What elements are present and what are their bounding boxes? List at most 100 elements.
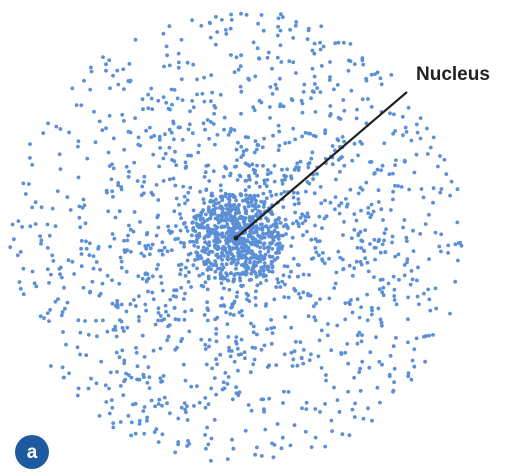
electron-dot (271, 270, 275, 274)
electron-dot (411, 359, 415, 363)
electron-dot (184, 379, 188, 383)
electron-dot (357, 370, 361, 374)
electron-dot (252, 41, 256, 45)
electron-dot (310, 151, 314, 155)
electron-dot (119, 384, 123, 388)
electron-dot (255, 212, 259, 216)
electron-dot (34, 222, 38, 226)
electron-dot (48, 308, 52, 312)
electron-dot (306, 166, 310, 170)
electron-dot (101, 282, 105, 286)
electron-dot (340, 201, 344, 205)
electron-dot (263, 344, 267, 348)
electron-dot (236, 369, 240, 373)
electron-dot (184, 266, 188, 270)
electron-dot (143, 355, 147, 359)
electron-dot (326, 334, 330, 338)
electron-dot (283, 352, 287, 356)
electron-dot (156, 198, 160, 202)
electron-dot (132, 230, 136, 234)
electron-dot (157, 165, 161, 169)
electron-dot (224, 28, 228, 32)
electron-dot (392, 112, 396, 116)
electron-dot (250, 268, 254, 272)
electron-dot (247, 403, 251, 407)
electron-dot (47, 319, 51, 323)
electron-dot (98, 268, 102, 272)
electron-dot (235, 335, 239, 339)
electron-dot (313, 191, 317, 195)
electron-dot (263, 428, 267, 432)
electron-dot (293, 138, 297, 142)
electron-dot (392, 380, 396, 384)
electron-dot (360, 360, 364, 364)
electron-dot (191, 226, 195, 230)
electron-dot (197, 274, 201, 278)
electron-dot (104, 69, 108, 73)
electron-dot (282, 390, 286, 394)
electron-dot (299, 296, 303, 300)
electron-dot (214, 43, 218, 47)
electron-dot (347, 69, 351, 73)
electron-dot (120, 349, 124, 353)
electron-dot (269, 318, 273, 322)
electron-dot (212, 204, 216, 208)
electron-dot (352, 376, 356, 380)
electron-dot (401, 115, 405, 119)
electron-dot (280, 168, 284, 172)
electron-dot (373, 171, 377, 175)
electron-dot (122, 359, 126, 363)
electron-dot (401, 226, 405, 230)
electron-dot (138, 419, 142, 423)
electron-dot (220, 252, 224, 256)
electron-dot (356, 154, 360, 158)
electron-dot (257, 56, 261, 60)
electron-dot (132, 298, 136, 302)
electron-dot (189, 252, 193, 256)
electron-dot (247, 205, 251, 209)
electron-dot (145, 231, 149, 235)
electron-dot (154, 427, 158, 431)
electron-dot (391, 172, 395, 176)
electron-dot (276, 25, 280, 29)
electron-dot (311, 256, 315, 260)
electron-dot (175, 197, 179, 201)
electron-dot (329, 348, 333, 352)
electron-dot (300, 99, 304, 103)
electron-dot (361, 63, 365, 67)
electron-dot (213, 143, 217, 147)
electron-dot (161, 432, 165, 436)
electron-dot (360, 142, 364, 146)
electron-dot (108, 114, 112, 118)
electron-dot (418, 232, 422, 236)
electron-dot (159, 380, 163, 384)
electron-dot (417, 302, 421, 306)
electron-dot (332, 286, 336, 290)
electron-dot (151, 243, 155, 247)
electron-dot (388, 172, 392, 176)
electron-dot (362, 417, 366, 421)
electron-dot (427, 334, 431, 338)
electron-dot (181, 98, 185, 102)
electron-dot (271, 255, 275, 259)
electron-dot (333, 41, 337, 45)
electron-dot (319, 185, 323, 189)
electron-dot (353, 415, 357, 419)
electron-dot (253, 171, 257, 175)
electron-dot (180, 406, 184, 410)
electron-dot (252, 325, 256, 329)
electron-dot (300, 406, 304, 410)
electron-dot (168, 177, 172, 181)
electron-dot (292, 257, 296, 261)
electron-dot (269, 224, 273, 228)
electron-dot (250, 409, 254, 413)
electron-dot (150, 291, 154, 295)
electron-dot (342, 140, 346, 144)
electron-dot (95, 381, 99, 385)
electron-dot (245, 212, 249, 216)
electron-dot (40, 205, 44, 209)
electron-dot (180, 38, 184, 42)
electron-dot (122, 119, 126, 123)
electron-dot (348, 264, 352, 268)
electron-dot (257, 143, 261, 147)
